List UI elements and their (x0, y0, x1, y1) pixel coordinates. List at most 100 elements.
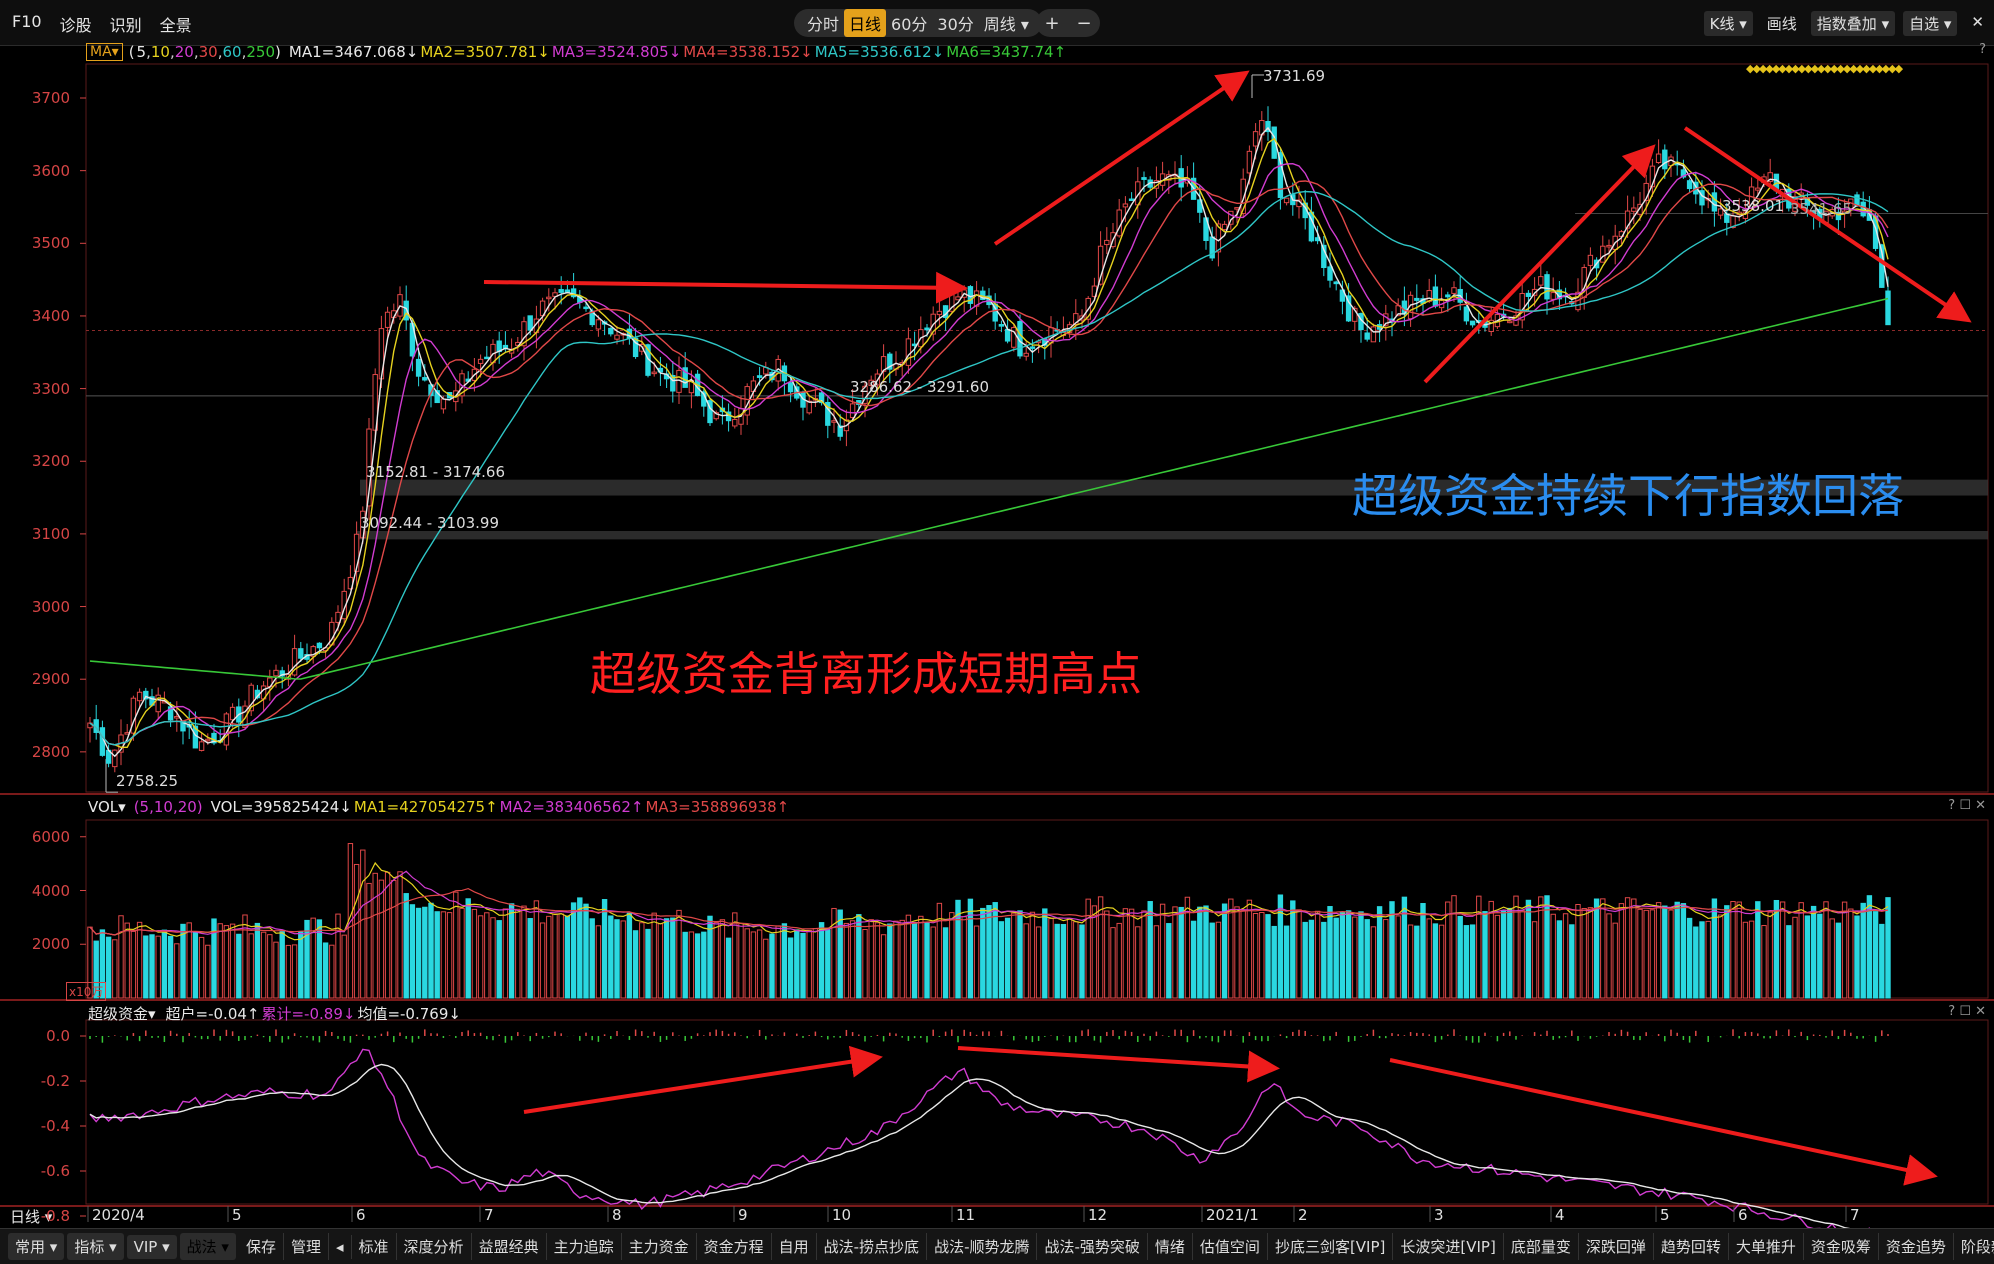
ma6-line (89, 297, 1889, 680)
volume-bar (1767, 911, 1773, 999)
period-daily[interactable]: 日线 (844, 9, 887, 37)
decline-commentary: 超级资金持续下行指数回落 (1352, 469, 1904, 523)
volume-bar (298, 931, 304, 999)
indicator-tab[interactable]: 长波突进[VIP] (1393, 1233, 1504, 1260)
zoom-out-button[interactable]: − (1076, 12, 1092, 34)
vol-indicator-button[interactable]: VOL▾ (88, 798, 126, 816)
vip-dropdown[interactable]: VIP ▾ (126, 1234, 177, 1259)
indicator-tab[interactable]: 自用 (772, 1233, 817, 1260)
f10-button[interactable]: F10 (12, 12, 42, 31)
ma-indicator-button[interactable]: MA▾ (86, 43, 123, 61)
volume-bar (1445, 901, 1451, 999)
watchlist-dropdown[interactable]: 自选 ▾ (1903, 11, 1958, 36)
volume-bar (1668, 909, 1674, 999)
date-label: 4 (1555, 1206, 1565, 1224)
indicator-tab[interactable]: 战法-强势突破 (1037, 1233, 1148, 1260)
indicator-tab[interactable]: 深度分析 (397, 1233, 472, 1260)
candle-body (1463, 306, 1470, 322)
period-60min[interactable]: 60分 (891, 15, 928, 34)
indicator-tab[interactable]: 深跌回弹 (1579, 1233, 1654, 1260)
candle-body (1128, 198, 1135, 202)
indicator-tab[interactable]: 主力追踪 (547, 1233, 622, 1260)
indicator-tab[interactable]: 底部量变 (1504, 1233, 1579, 1260)
volume-bar (1135, 926, 1141, 999)
indicator-dropdown[interactable]: 指标 ▾ (67, 1233, 124, 1260)
super-fund-indicator-button[interactable]: 超级资金▾ (88, 1004, 156, 1023)
candle-body (1550, 292, 1556, 300)
indicator-tab[interactable]: 资金追势 (1879, 1233, 1954, 1260)
indicator-tab[interactable]: 阶段新高 (1954, 1233, 1994, 1260)
period-label-dropdown[interactable]: 日线 ▾ (10, 1208, 53, 1226)
volume-bar (1500, 910, 1507, 999)
volume-bar (353, 863, 360, 999)
volume-bar (1327, 906, 1333, 999)
trend-arrow-0 (483, 271, 968, 304)
vol-params: (5,10,20) (133, 798, 203, 816)
volume-bar (794, 929, 800, 999)
kline-type-dropdown[interactable]: K线 ▾ (1703, 11, 1753, 36)
volume-bar (707, 915, 713, 999)
common-dropdown[interactable]: 常用 ▾ (8, 1233, 65, 1260)
indicator-tab[interactable]: 估值空间 (1193, 1233, 1268, 1260)
candle-body (527, 315, 533, 331)
indicator-tab[interactable]: 战法-顺势龙腾 (927, 1233, 1038, 1260)
save-button[interactable]: 保存 (239, 1233, 284, 1260)
date-label: 11 (956, 1206, 976, 1224)
indicator-tab[interactable]: 资金方程 (697, 1233, 772, 1260)
volume-bar (279, 931, 285, 999)
panorama-button[interactable]: 全景 (159, 16, 192, 35)
indicator-tab[interactable]: 益盟经典 (472, 1233, 547, 1260)
tabs-scroll-left[interactable]: ◂ (329, 1234, 352, 1259)
volume-pane-controls[interactable]: ? ☐ ✕ (1948, 798, 1986, 813)
volume-bar (502, 908, 509, 999)
candle-body (198, 741, 205, 751)
candle-body (353, 533, 360, 572)
volume-bar (1401, 896, 1408, 999)
volume-bar (1302, 921, 1308, 999)
period-30min[interactable]: 30分 (937, 15, 974, 34)
indicator-tab[interactable]: 主力资金 (622, 1233, 697, 1260)
manage-button[interactable]: 管理 (284, 1233, 329, 1260)
volume-bar (1736, 901, 1742, 999)
indicator-tab[interactable]: 大单推升 (1729, 1233, 1804, 1260)
volume-bar (688, 931, 695, 999)
volume-bar (1345, 910, 1352, 999)
price-tick-label: 3300 (31, 379, 70, 398)
volume-bar (719, 919, 726, 999)
super-fund-legend: 超级资金▾ 超户=-0.04↑ 累计=-0.89↓ 均值=-0.769↓ (88, 1001, 463, 1025)
volume-bar (496, 920, 502, 999)
indicator-tab[interactable]: 趋势回转 (1654, 1233, 1729, 1260)
volume-bar (1023, 923, 1029, 999)
main-pane-help[interactable]: ? (1979, 42, 1986, 57)
volume-bar (874, 922, 881, 999)
period-intraday[interactable]: 分时 (807, 15, 840, 34)
index-overlay-dropdown[interactable]: 指数叠加 ▾ (1810, 11, 1896, 36)
candle-body (887, 353, 893, 370)
volume-bar (124, 922, 130, 999)
volume-bar (1655, 902, 1662, 999)
diagnose-button[interactable]: 诊股 (59, 16, 92, 35)
volume-bar (1184, 896, 1191, 999)
candle-body (682, 367, 688, 388)
candle-body (936, 310, 943, 316)
identify-button[interactable]: 识别 (109, 16, 142, 35)
super-fund-pane-controls[interactable]: ? ☐ ✕ (1948, 1004, 1986, 1019)
indicator-tab[interactable]: 标准 (352, 1233, 397, 1260)
indicator-tab[interactable]: 抄底三剑客[VIP] (1268, 1233, 1394, 1260)
strategy-dropdown[interactable]: 战法 ▾ (179, 1233, 236, 1260)
volume-bar (1234, 906, 1240, 999)
period-weekly-dropdown[interactable]: 周线 ▾ (983, 15, 1029, 34)
candle-body (112, 749, 118, 768)
candle-body (1345, 295, 1352, 322)
volume-bar (527, 918, 533, 999)
candle-body (1240, 178, 1246, 215)
indicator-tab[interactable]: 情绪 (1148, 1233, 1193, 1260)
zoom-in-button[interactable]: + (1044, 12, 1060, 34)
volume-bar (825, 929, 831, 999)
volume-bar (143, 935, 149, 999)
indicator-tab[interactable]: 战法-捞点抄底 (817, 1233, 928, 1260)
indicator-tab[interactable]: 资金吸筹 (1804, 1233, 1879, 1260)
close-icon[interactable]: ✕ (1971, 13, 1984, 31)
draw-line-button[interactable]: 画线 (1766, 15, 1797, 33)
